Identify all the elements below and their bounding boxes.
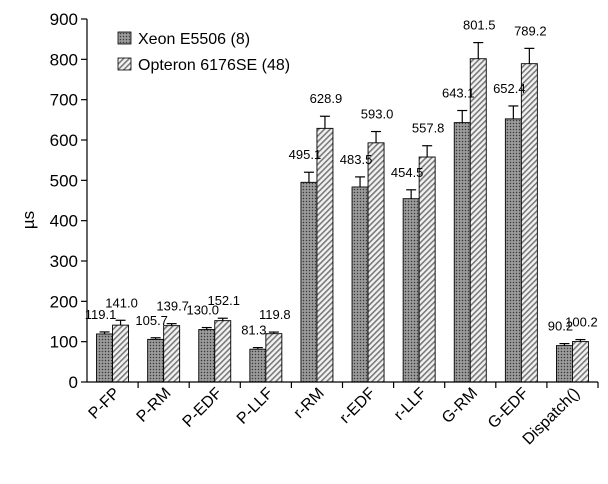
legend-swatch-xeon <box>118 32 131 44</box>
data-label: 652.4 <box>493 81 526 96</box>
data-label: 139.7 <box>156 299 189 314</box>
data-label: 557.8 <box>412 121 445 136</box>
bar <box>164 326 180 382</box>
error-bar <box>473 43 483 59</box>
data-label: 628.9 <box>310 91 343 106</box>
data-label: 119.8 <box>259 307 291 322</box>
x-tick-label: r-LLF <box>391 385 430 424</box>
x-tick-label: P-FP <box>86 385 124 423</box>
bar <box>301 182 317 382</box>
bar <box>352 187 368 382</box>
bars <box>97 59 589 382</box>
x-tick-label: P-LLF <box>234 385 277 428</box>
bar <box>572 342 588 382</box>
data-label: 81.3 <box>241 323 266 338</box>
error-bar <box>422 146 432 157</box>
data-label: 105.7 <box>135 313 168 328</box>
x-tick-label: P-EDF <box>180 385 226 431</box>
bar <box>113 325 129 382</box>
bar <box>368 143 384 382</box>
bar <box>97 334 113 382</box>
bar <box>419 157 435 382</box>
error-bar <box>304 172 314 182</box>
error-bar <box>116 320 126 325</box>
x-tick-label: P-RM <box>134 385 175 426</box>
y-axis-ticks: 0 100 200 300 400 500 600 700 800 900 <box>50 10 87 392</box>
error-bar <box>371 132 381 143</box>
data-label: 801.5 <box>463 18 496 33</box>
y-tick-label: 700 <box>50 91 78 110</box>
data-label: 593.0 <box>361 107 394 122</box>
y-tick-label: 0 <box>69 373 78 392</box>
legend-swatch-opteron <box>118 58 131 70</box>
legend: Xeon E5506 (8) Opteron 6176SE (48) <box>118 31 290 74</box>
y-tick-label: 900 <box>50 10 78 29</box>
x-tick-label: r-RM <box>291 385 328 422</box>
error-bar <box>508 106 518 119</box>
error-bar <box>320 116 330 128</box>
y-tick-label: 300 <box>50 252 78 271</box>
x-tick-label: G-EDF <box>485 385 532 432</box>
bar <box>521 64 537 382</box>
bar <box>148 339 164 382</box>
data-label: 141.0 <box>105 295 138 310</box>
y-axis-title: µs <box>19 211 38 229</box>
y-tick-label: 500 <box>50 171 78 190</box>
bar <box>454 123 470 382</box>
legend-label-xeon: Xeon E5506 (8) <box>138 31 250 48</box>
bar <box>215 321 231 382</box>
bar <box>470 59 486 382</box>
bar <box>250 349 266 382</box>
bar <box>556 346 572 382</box>
y-tick-label: 600 <box>50 131 78 150</box>
bar <box>505 119 521 382</box>
data-label: 100.2 <box>565 315 598 330</box>
data-label: 483.5 <box>340 152 373 167</box>
legend-label-opteron: Opteron 6176SE (48) <box>138 57 290 74</box>
y-tick-label: 800 <box>50 50 78 69</box>
bar <box>199 330 215 382</box>
error-bar <box>406 190 416 199</box>
bar <box>266 334 282 382</box>
y-tick-label: 400 <box>50 212 78 231</box>
data-label: 789.2 <box>514 23 547 38</box>
data-label: 454.5 <box>391 165 424 180</box>
bar <box>317 128 333 382</box>
y-tick-label: 200 <box>50 292 78 311</box>
data-label: 495.1 <box>289 147 322 162</box>
x-tick-label: r-EDF <box>337 385 379 427</box>
bar <box>403 199 419 382</box>
error-bar <box>355 177 365 187</box>
y-tick-label: 100 <box>50 333 78 352</box>
x-tick-label: G-RM <box>439 385 481 427</box>
x-axis-ticks: P-FP P-RM P-EDF P-LLF r-RM r-EDF r-LLF G-RM G-ED… <box>86 382 598 448</box>
error-bar <box>524 48 534 63</box>
data-label: 152.1 <box>207 293 240 308</box>
data-label: 643.1 <box>442 86 475 101</box>
error-bar <box>457 111 467 123</box>
